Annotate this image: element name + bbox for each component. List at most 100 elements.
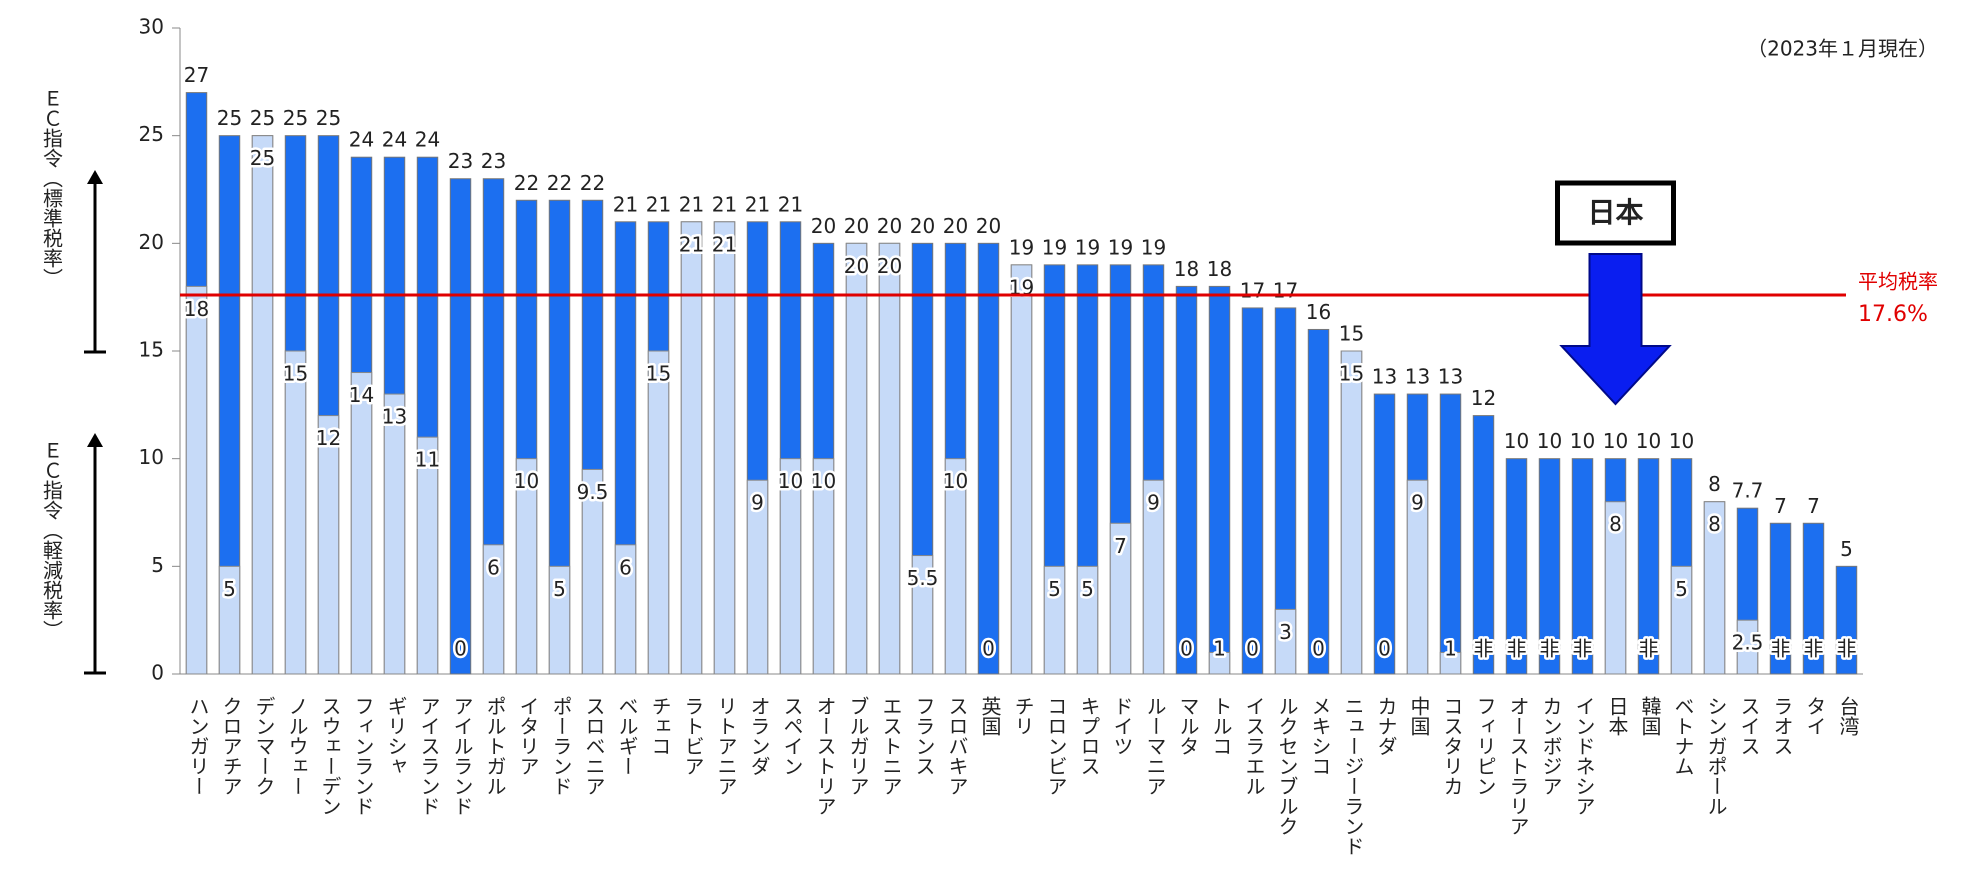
bar-reduced bbox=[1010, 264, 1033, 675]
value-label-reduced: 9 bbox=[751, 491, 764, 515]
annotation: （2023年１月現在） bbox=[1747, 37, 1938, 61]
bar-standard bbox=[977, 242, 1000, 675]
highlight-arrow bbox=[1559, 253, 1672, 406]
value-label-reduced: 非 bbox=[1771, 637, 1791, 661]
value-label-reduced: 7 bbox=[1114, 534, 1127, 558]
y-tick-label: 20 bbox=[139, 230, 164, 254]
value-label-standard: 21 bbox=[712, 192, 737, 216]
bar-reduced bbox=[746, 479, 769, 675]
value-label-reduced: 18 bbox=[184, 297, 209, 321]
bar-reduced bbox=[251, 135, 274, 675]
x-tick-label: スペイン bbox=[780, 696, 804, 776]
x-tick-label: スウェーデン bbox=[318, 696, 342, 816]
value-label-standard: 13 bbox=[1405, 365, 1430, 389]
x-tick-label: クロアチア bbox=[219, 696, 243, 796]
value-label-standard: 23 bbox=[481, 149, 506, 173]
bar-reduced bbox=[878, 242, 901, 675]
bar-reduced bbox=[1736, 619, 1759, 675]
value-label-standard: 21 bbox=[679, 192, 704, 216]
value-label-standard: 18 bbox=[1207, 257, 1232, 281]
bar-standard bbox=[1637, 458, 1660, 675]
x-tick-label: ベルギー bbox=[615, 696, 639, 776]
value-label-reduced: 非 bbox=[1804, 637, 1824, 661]
value-label-reduced: 20 bbox=[844, 254, 869, 278]
x-tick-label: エストニア bbox=[879, 696, 903, 796]
value-label-standard: 8 bbox=[1708, 472, 1721, 496]
value-label-reduced: 21 bbox=[679, 232, 704, 256]
x-tick-label: ドイツ bbox=[1110, 696, 1134, 756]
value-label-reduced: 5 bbox=[1081, 577, 1094, 601]
bar-reduced bbox=[515, 458, 538, 675]
x-tick-label: タイ bbox=[1803, 696, 1827, 736]
x-tick-label: スロベニア bbox=[582, 696, 606, 796]
x-tick-label: 台湾 bbox=[1836, 696, 1860, 736]
value-label-reduced: 10 bbox=[811, 469, 836, 493]
x-tick-label: ノルウェー bbox=[285, 696, 309, 796]
value-label-standard: 20 bbox=[811, 214, 836, 238]
bar-reduced bbox=[284, 350, 307, 675]
x-tick-label: 韓国 bbox=[1638, 696, 1662, 736]
bar-reduced bbox=[218, 565, 241, 675]
x-tick-label: マルタ bbox=[1176, 696, 1200, 756]
bar-reduced bbox=[350, 372, 373, 675]
value-label-reduced: 5.5 bbox=[907, 566, 939, 590]
bar-reduced bbox=[1439, 651, 1462, 675]
x-tick-label: カナダ bbox=[1374, 696, 1398, 756]
value-label-reduced: 9.5 bbox=[577, 480, 609, 504]
x-tick-label: チェコ bbox=[648, 696, 672, 756]
value-label-reduced: 15 bbox=[283, 362, 308, 386]
value-label-standard: 20 bbox=[943, 214, 968, 238]
bar-reduced bbox=[416, 436, 439, 675]
x-tick-label: 日本 bbox=[1605, 696, 1629, 736]
value-label-reduced: 0 bbox=[1378, 637, 1391, 661]
value-label-standard: 21 bbox=[646, 192, 671, 216]
x-tick-label: シンガポール bbox=[1704, 696, 1728, 816]
value-label-standard: 12 bbox=[1471, 386, 1496, 410]
bar-standard bbox=[1175, 285, 1198, 675]
value-label-standard: 7 bbox=[1774, 494, 1787, 518]
value-label-standard: 25 bbox=[217, 106, 242, 130]
bar-reduced bbox=[911, 555, 934, 675]
value-label-reduced: 6 bbox=[619, 555, 632, 579]
value-label-standard: 23 bbox=[448, 149, 473, 173]
x-tick-label: ハンガリー bbox=[186, 696, 210, 796]
bar-standard bbox=[1802, 522, 1825, 675]
x-tick-label: キプロス bbox=[1077, 696, 1101, 776]
bar-standard bbox=[1505, 458, 1528, 675]
value-label-standard: 17 bbox=[1273, 278, 1298, 302]
value-label-reduced: 12 bbox=[316, 426, 341, 450]
y-label-reduced: ＥＣ指令（軽減税率） bbox=[40, 440, 64, 640]
value-label-standard: 22 bbox=[547, 171, 572, 195]
value-label-reduced: 15 bbox=[1339, 362, 1364, 386]
bar-reduced bbox=[1604, 501, 1627, 675]
x-tick-label: カンボジア bbox=[1539, 696, 1563, 796]
bar-standard bbox=[1373, 393, 1396, 675]
value-label-standard: 25 bbox=[316, 106, 341, 130]
value-label-standard: 10 bbox=[1537, 429, 1562, 453]
x-tick-label: スイス bbox=[1737, 696, 1761, 756]
value-label-standard: 20 bbox=[976, 214, 1001, 238]
bar-reduced bbox=[1076, 565, 1099, 675]
x-tick-label: リトアニア bbox=[714, 696, 738, 796]
value-label-reduced: 25 bbox=[250, 146, 275, 170]
x-tick-label: ラトビア bbox=[681, 696, 705, 776]
value-label-reduced: 非 bbox=[1474, 637, 1494, 661]
value-label-reduced: 5 bbox=[1048, 577, 1061, 601]
bar-reduced bbox=[1274, 608, 1297, 675]
value-label-reduced: 8 bbox=[1609, 512, 1622, 536]
value-label-reduced: 13 bbox=[382, 405, 407, 429]
value-label-reduced: 非 bbox=[1573, 637, 1593, 661]
value-label-standard: 22 bbox=[514, 171, 539, 195]
value-label-reduced: 5 bbox=[223, 577, 236, 601]
y-label-standard: ＥＣ指令（標準税率） bbox=[40, 88, 64, 288]
value-label-standard: 19 bbox=[1108, 235, 1133, 259]
x-tick-label: チリ bbox=[1011, 696, 1035, 736]
value-label-reduced: 1 bbox=[1213, 637, 1226, 661]
highlight-label: 日本 bbox=[1587, 196, 1643, 229]
x-tick-label: コスタリカ bbox=[1440, 696, 1464, 796]
y-tick-label: 25 bbox=[139, 122, 164, 146]
x-tick-label: ギリシャ bbox=[384, 696, 408, 776]
value-label-standard: 16 bbox=[1306, 300, 1331, 324]
x-tick-label: 中国 bbox=[1407, 696, 1431, 736]
value-label-standard: 10 bbox=[1669, 429, 1694, 453]
